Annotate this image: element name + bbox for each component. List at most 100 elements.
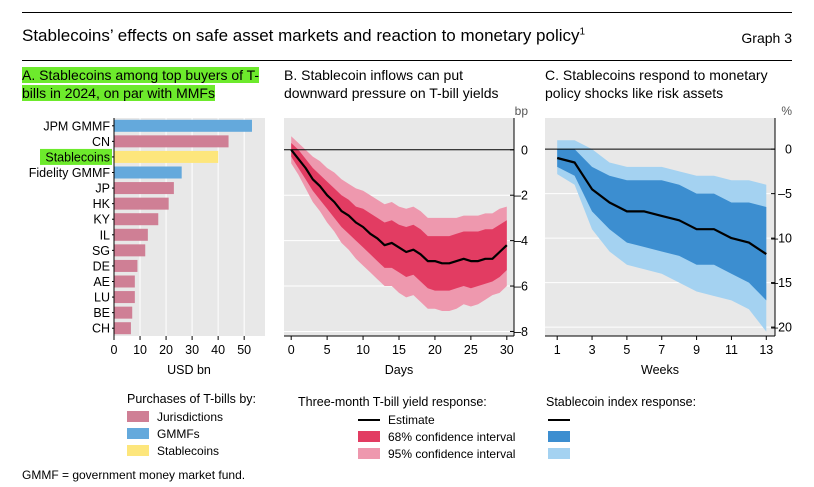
top-rule xyxy=(22,12,792,13)
panel-a-bar xyxy=(114,259,138,272)
panel-c-x-tick-label: 7 xyxy=(658,343,665,357)
legend-label-gmmfs: GMMFs xyxy=(157,426,200,441)
panel-a-x-tick-label: 40 xyxy=(211,343,225,357)
legend-swatch-gmmfs xyxy=(127,428,149,439)
panel-c-title: C. Stablecoins respond to monetary polic… xyxy=(545,67,768,101)
panel-b-title: B. Stablecoin inflows can put downward p… xyxy=(284,67,499,101)
page-title-footnote-marker: 1 xyxy=(579,26,586,38)
panel-c-estimate-line xyxy=(556,156,767,256)
panel-a-bar xyxy=(114,182,174,195)
panel-b-x-tick-label: 25 xyxy=(464,343,478,357)
panel-c-y-tick-label: –5 xyxy=(778,187,792,201)
panel-a-bar xyxy=(114,135,229,148)
panel-a-x-tick-label: 50 xyxy=(237,343,251,357)
panel-a-category-label: Fidelity GMMF xyxy=(29,166,111,180)
panel-a-category-label: Stablecoins xyxy=(45,150,110,164)
legend-item-estimate-c xyxy=(546,411,696,428)
panel-b-y-tick-label: –6 xyxy=(514,280,528,294)
legend-label-ci68-b: 68% confidence interval xyxy=(388,429,516,444)
panel-c-legend: Stablecoin index response: xyxy=(546,395,696,462)
panel-a-bar xyxy=(114,306,133,319)
panel-b-y-tick-label: 0 xyxy=(521,143,528,157)
panel-a-category-label: LU xyxy=(94,291,110,305)
legend-swatch-jurisdictions xyxy=(127,411,149,422)
panel-a-category-label: IL xyxy=(100,228,110,242)
panel-a-x-tick-label: 20 xyxy=(159,343,173,357)
panel-c-y-tick-label: 0 xyxy=(785,143,792,157)
panel-a-plot-area xyxy=(114,118,265,336)
panel-b-y-tick-label: –8 xyxy=(514,325,528,339)
panel-a-x-tick-label: 30 xyxy=(185,343,199,357)
panel-a-bar xyxy=(114,197,169,210)
panel-a-category-label: AE xyxy=(93,275,110,289)
panel-a-bar xyxy=(114,275,135,288)
footnote: GMMF = government money market fund. xyxy=(22,468,246,482)
legend-swatch-ci68-c xyxy=(548,431,570,442)
graph-label: Graph 3 xyxy=(741,30,792,46)
panel-c-x-axis-label: Weeks xyxy=(641,363,679,377)
legend-item-ci68-b: 68% confidence interval xyxy=(298,428,515,445)
panel-a-title: A. Stablecoins among top buyers of T-bil… xyxy=(22,66,262,102)
panel-a-category-label: KY xyxy=(93,213,110,227)
panel-a-category-highlight xyxy=(40,148,112,165)
legend-item-gmmfs: GMMFs xyxy=(127,425,256,442)
panel-a-bar xyxy=(114,228,148,241)
page-title: Stablecoins’ effects on safe asset marke… xyxy=(22,26,585,46)
page-title-text: Stablecoins’ effects on safe asset marke… xyxy=(22,26,580,45)
panel-b-x-tick-label: 30 xyxy=(500,343,514,357)
panel-a-bar xyxy=(114,150,219,163)
legend-label-jurisdictions: Jurisdictions xyxy=(157,409,224,424)
panel-a-bar xyxy=(114,213,159,226)
panel-b-chart: 0 –2 –4 –6 –8 bp 0 5 10 15 20 25 30 Days xyxy=(284,104,528,377)
panel-b-legend-title: Three-month T-bill yield response: xyxy=(298,395,487,409)
panel-a-bar xyxy=(114,291,135,304)
panel-c-x-tick-label: 3 xyxy=(589,343,596,357)
panel-a-bar xyxy=(114,166,182,179)
legend-item-estimate-b: Estimate xyxy=(298,411,515,428)
legend-label-estimate-b: Estimate xyxy=(388,412,435,427)
panel-c-ci68-band xyxy=(557,149,767,301)
panel-c-y-tick-label: –10 xyxy=(771,232,792,246)
panel-a-legend: Purchases of T-bills by: Jurisdictions G… xyxy=(127,392,256,459)
panel-a-x-tick-label: 10 xyxy=(133,343,147,357)
legend-swatch-ci95-b xyxy=(358,448,380,459)
legend-item-jurisdictions: Jurisdictions xyxy=(127,408,256,425)
panel-b-x-tick-label: 5 xyxy=(324,343,331,357)
panel-b-x-axis-label: Days xyxy=(385,363,413,377)
panel-a-category-label: JP xyxy=(95,182,110,196)
panel-c-y-unit: % xyxy=(781,104,792,118)
legend-item-ci68-c xyxy=(546,428,696,445)
panel-b-y-unit: bp xyxy=(515,104,529,118)
panel-b-x-tick-label: 10 xyxy=(356,343,370,357)
panel-b-legend: Three-month T-bill yield response: Estim… xyxy=(298,395,515,462)
legend-swatch-estimate-c xyxy=(548,418,570,421)
panel-b-y-tick-label: –4 xyxy=(514,234,528,248)
panel-a-category-label: CH xyxy=(92,322,110,336)
panel-c-legend-title: Stablecoin index response: xyxy=(546,395,697,409)
panel-a-bar xyxy=(114,244,146,257)
panel-a-x-tick-label: 0 xyxy=(111,343,118,357)
panel-a-bar xyxy=(114,322,131,335)
panel-c-x-tick-label: 9 xyxy=(693,343,700,357)
legend-item-ci95-b: 95% confidence interval xyxy=(298,445,515,462)
panel-a-category-label: BE xyxy=(93,306,110,320)
legend-label-ci95-b: 95% confidence interval xyxy=(388,446,516,461)
panel-c-x-tick-label: 13 xyxy=(759,343,773,357)
panel-c-x-tick-label: 1 xyxy=(554,343,561,357)
panel-a-title-text: A. Stablecoins among top buyers of T-bil… xyxy=(22,67,260,101)
panel-a-category-label: CN xyxy=(92,135,110,149)
panel-a-legend-title: Purchases of T-bills by: xyxy=(127,392,256,406)
panel-a-category-label: HK xyxy=(93,197,111,211)
panel-b-estimate-line xyxy=(290,149,508,265)
panel-c-x-tick-label: 5 xyxy=(623,343,630,357)
legend-swatch-ci95-c xyxy=(548,448,570,459)
legend-item-stablecoins: Stablecoins xyxy=(127,442,256,459)
title-rule xyxy=(22,60,792,61)
panel-c-x-tick-label: 11 xyxy=(725,343,738,357)
panel-b-x-tick-label: 15 xyxy=(392,343,406,357)
legend-item-ci95-c xyxy=(546,445,696,462)
panel-c-y-tick-label: –15 xyxy=(771,276,792,290)
